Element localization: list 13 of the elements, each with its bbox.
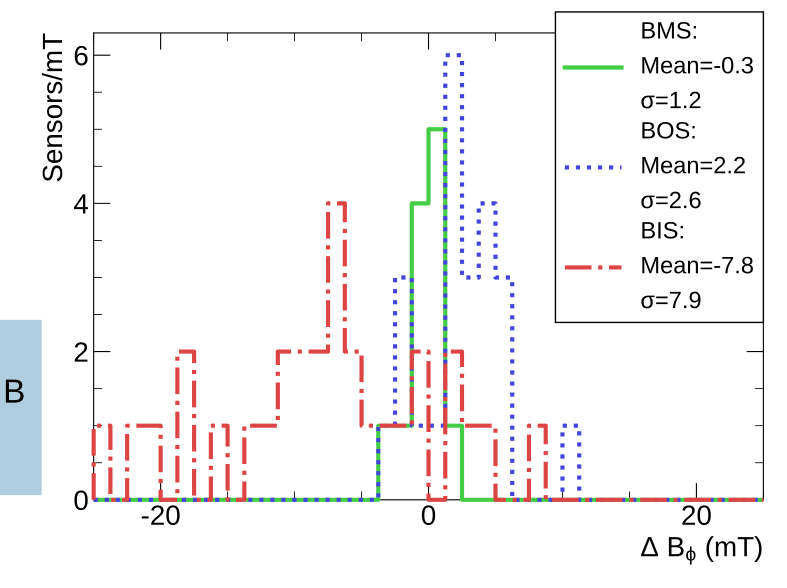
y-tick-label: 4 [74,194,88,214]
y-tick-label: 0 [74,490,88,510]
legend-label: BIS: Mean=-7.8 σ=7.9 [641,222,753,308]
x-axis-title: Δ B$_{ϕ}$ (mT) [641,536,762,565]
y-axis-title: Sensors/mT [42,34,62,182]
text: B [6,380,24,403]
x-tick-label: 0 [422,505,436,526]
legend-label: BOS: Mean=2.2 σ=2.6 [641,122,745,208]
x-tick-label: 20 [682,505,711,526]
y-tick-label: 2 [74,342,88,362]
x-tick-label: -20 [142,505,180,526]
legend-label: BMS: Mean=-0.3 σ=1.2 [641,22,753,108]
y-tick-label: 6 [74,46,88,66]
